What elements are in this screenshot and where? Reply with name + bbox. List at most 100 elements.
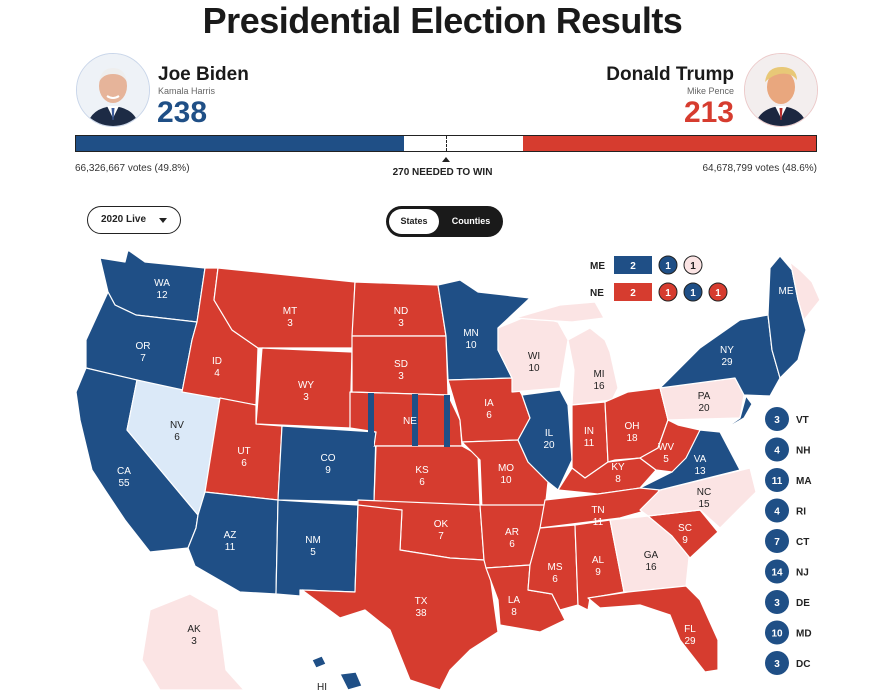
- state-label-tn: TN 11: [591, 505, 604, 528]
- state-label-tx: TX 38: [415, 596, 428, 619]
- biden-avatar: [76, 53, 150, 127]
- ne-district-3-value: 1: [715, 288, 721, 299]
- trump-popular-votes: 64,678,799 votes (48.6%): [702, 163, 817, 174]
- small-state-ev-vt: 3: [774, 415, 780, 426]
- biden-name: Joe Biden: [158, 64, 249, 85]
- state-md-de-nj[interactable]: [719, 395, 753, 433]
- state-mi-up[interactable]: [514, 301, 605, 323]
- biden-electoral-votes: 238: [157, 96, 208, 129]
- state-label-wv: WV 5: [658, 442, 674, 465]
- state-label-ny: NY 29: [720, 345, 734, 368]
- state-label-pa: PA 20: [698, 391, 711, 414]
- state-label-ms: MS 6: [548, 562, 563, 585]
- small-state-circle-dc[interactable]: [765, 651, 789, 675]
- state-ak[interactable]: [141, 593, 245, 690]
- trump-avatar: [744, 53, 818, 127]
- state-hi[interactable]: [339, 671, 363, 690]
- small-state-circle-nj[interactable]: [765, 559, 789, 584]
- me-total-box: [614, 256, 652, 274]
- me-district-1-value: 1: [665, 261, 671, 272]
- small-state-circle-md[interactable]: [765, 620, 789, 645]
- threshold-marker: [446, 136, 447, 151]
- trump-bar-fill: [522, 136, 816, 151]
- state-mi[interactable]: [567, 327, 619, 406]
- me-district-2-value: 1: [690, 261, 696, 272]
- state-label-mi: MI 16: [593, 369, 605, 392]
- state-wv[interactable]: [639, 419, 701, 473]
- me-total-value: 2: [630, 261, 636, 272]
- threshold-caret-icon: [442, 157, 450, 162]
- ne-district-1-value: 1: [665, 288, 671, 299]
- state-fl[interactable]: [587, 585, 719, 673]
- year-dropdown[interactable]: 2020 Live: [87, 206, 181, 234]
- state-label-wi: WI 10: [528, 351, 540, 374]
- biden-popular-votes: 66,326,667 votes (49.8%): [75, 163, 190, 174]
- state-label-mn: MN 10: [463, 328, 479, 351]
- small-state-circle-vt[interactable]: [765, 407, 789, 431]
- toggle-counties[interactable]: Counties: [451, 216, 491, 226]
- page-title: Presidential Election Results: [202, 0, 683, 41]
- ne-district-1: [658, 282, 678, 302]
- state-label-co: CO 9: [321, 453, 336, 476]
- small-state-circle-de[interactable]: [765, 590, 789, 614]
- small-state-abbr-md: MD: [796, 629, 812, 640]
- small-state-abbr-nh: NH: [796, 446, 810, 457]
- state-label-nc: NC 15: [697, 487, 711, 510]
- state-label-ne: NE: [403, 416, 417, 427]
- state-label-ky: KY 8: [611, 462, 625, 485]
- small-state-ev-de: 3: [774, 598, 780, 609]
- state-label-ks: KS 6: [415, 465, 429, 488]
- small-state-circle-nh[interactable]: [765, 437, 789, 462]
- small-state-circle-ri[interactable]: [765, 498, 789, 523]
- me-district-2: [683, 255, 703, 275]
- state-hi[interactable]: [311, 655, 327, 669]
- state-label-or: OR 7: [136, 341, 151, 364]
- state-me[interactable]: [789, 261, 821, 321]
- state-label-hi: HI4: [317, 682, 327, 690]
- small-state-ev-md: 10: [771, 629, 783, 640]
- state-label-nm: NM 5: [305, 535, 321, 558]
- small-state-abbr-ma: MA: [796, 476, 812, 487]
- biden-running-mate: Kamala Harris: [158, 86, 216, 96]
- state-label-az: AZ 11: [224, 530, 237, 553]
- state-il[interactable]: [517, 389, 573, 491]
- state-label-ok: OK 7: [434, 519, 449, 542]
- state-label-nd: ND 3: [394, 306, 408, 329]
- trump-electoral-votes: 213: [683, 96, 734, 129]
- small-state-circle-ma[interactable]: [765, 468, 789, 492]
- small-state-abbr-ri: RI: [796, 507, 806, 518]
- small-state-circle-ct[interactable]: [765, 529, 789, 553]
- small-state-ev-nh: 4: [774, 446, 780, 457]
- state-label-sc: SC 9: [678, 523, 692, 546]
- ne-split-label: NE: [590, 288, 604, 299]
- state-label-fl: FL 29: [684, 624, 696, 647]
- ne-total-box: [614, 283, 652, 301]
- small-state-ev-dc: 3: [774, 659, 780, 670]
- state-label-ia: IA 6: [484, 398, 494, 421]
- state-tx[interactable]: [301, 504, 499, 690]
- trump-running-mate: Mike Pence: [686, 86, 734, 96]
- state-label-al: AL 9: [592, 555, 605, 578]
- state-label-ut: UT 6: [237, 446, 250, 469]
- ne-split-stripes: [368, 393, 450, 447]
- state-label-mt: MT 3: [283, 306, 297, 329]
- small-state-ev-ri: 4: [774, 507, 780, 518]
- state-nm[interactable]: [275, 499, 359, 597]
- state-label-id: ID 4: [212, 356, 222, 379]
- small-state-abbr-de: DE: [796, 598, 810, 609]
- state-label-va: VA 13: [694, 454, 707, 477]
- state-co[interactable]: [277, 425, 377, 503]
- small-state-abbr-nj: NJ: [796, 568, 809, 579]
- state-label-wy: WY 3: [298, 380, 314, 403]
- year-dropdown-value: 2020 Live: [101, 214, 147, 225]
- small-state-ev-nj: 14: [771, 568, 783, 579]
- toggle-states[interactable]: States: [389, 209, 439, 234]
- state-label-mo: MO 10: [498, 463, 514, 486]
- view-toggle[interactable]: States Counties: [386, 206, 503, 237]
- state-label-sd: SD 3: [394, 359, 408, 382]
- state-label-ga: GA 16: [644, 550, 659, 573]
- ne-district-2: [683, 282, 703, 302]
- state-label-il: IL 20: [543, 428, 555, 451]
- me-district-1: [658, 255, 678, 275]
